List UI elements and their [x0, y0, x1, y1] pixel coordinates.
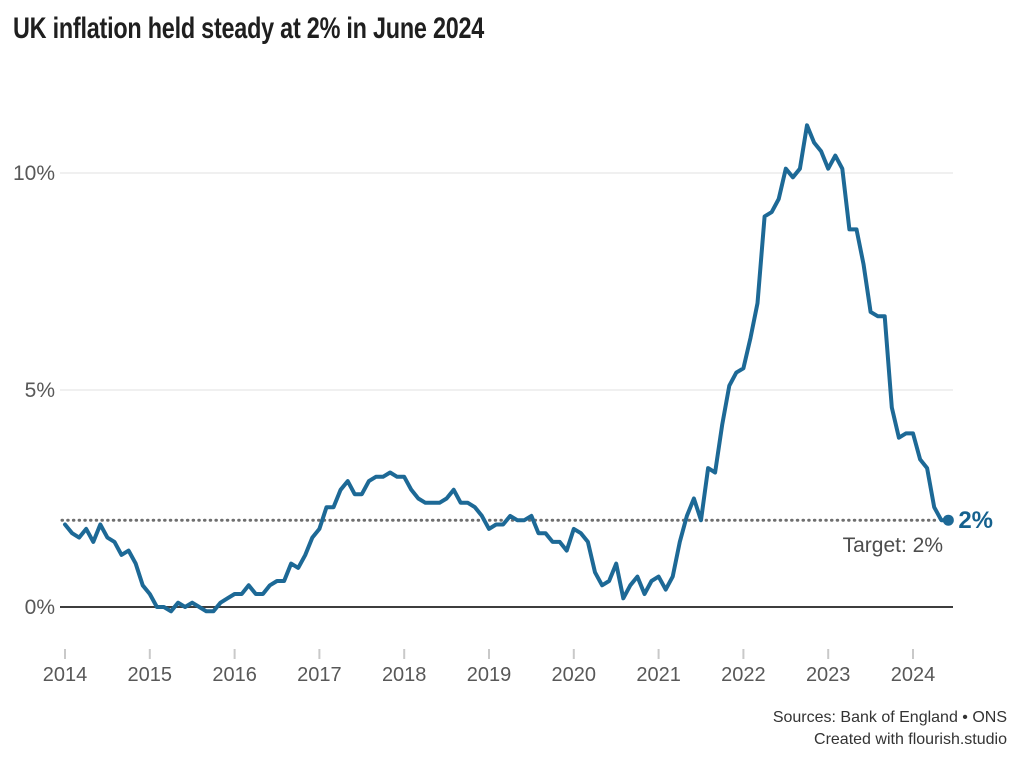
flourish-credit: Created with flourish.studio: [814, 731, 1007, 748]
y-axis-label-0pct: 0%: [25, 596, 55, 619]
x-axis-label-2014: 2014: [43, 664, 88, 686]
x-axis-label-2015: 2015: [128, 664, 173, 686]
x-axis-label-2016: 2016: [212, 664, 257, 686]
y-axis-label-5pct: 5%: [25, 379, 55, 402]
x-axis-label-2019: 2019: [467, 664, 512, 686]
x-axis-label-2017: 2017: [297, 664, 342, 686]
target-line-label: Target: 2%: [843, 534, 943, 557]
x-axis-label-2022: 2022: [721, 664, 766, 686]
inflation-line-series: [63, 123, 951, 614]
x-axis-label-2023: 2023: [806, 664, 851, 686]
x-axis-label-2020: 2020: [552, 664, 597, 686]
chart-title: UK inflation held steady at 2% in June 2…: [13, 12, 485, 45]
x-axis-label-2021: 2021: [636, 664, 681, 686]
latest-value-label: 2%: [958, 507, 993, 534]
x-axis-label-2018: 2018: [382, 664, 427, 686]
chart-footer: Sources: Bank of England • ONS Created w…: [773, 707, 1007, 751]
source-credit: Sources: Bank of England • ONS: [772, 709, 1007, 726]
y-axis-label-10pct: 10%: [13, 162, 55, 185]
x-axis-label-2024: 2024: [891, 664, 936, 686]
latest-value-dot: [942, 514, 954, 526]
